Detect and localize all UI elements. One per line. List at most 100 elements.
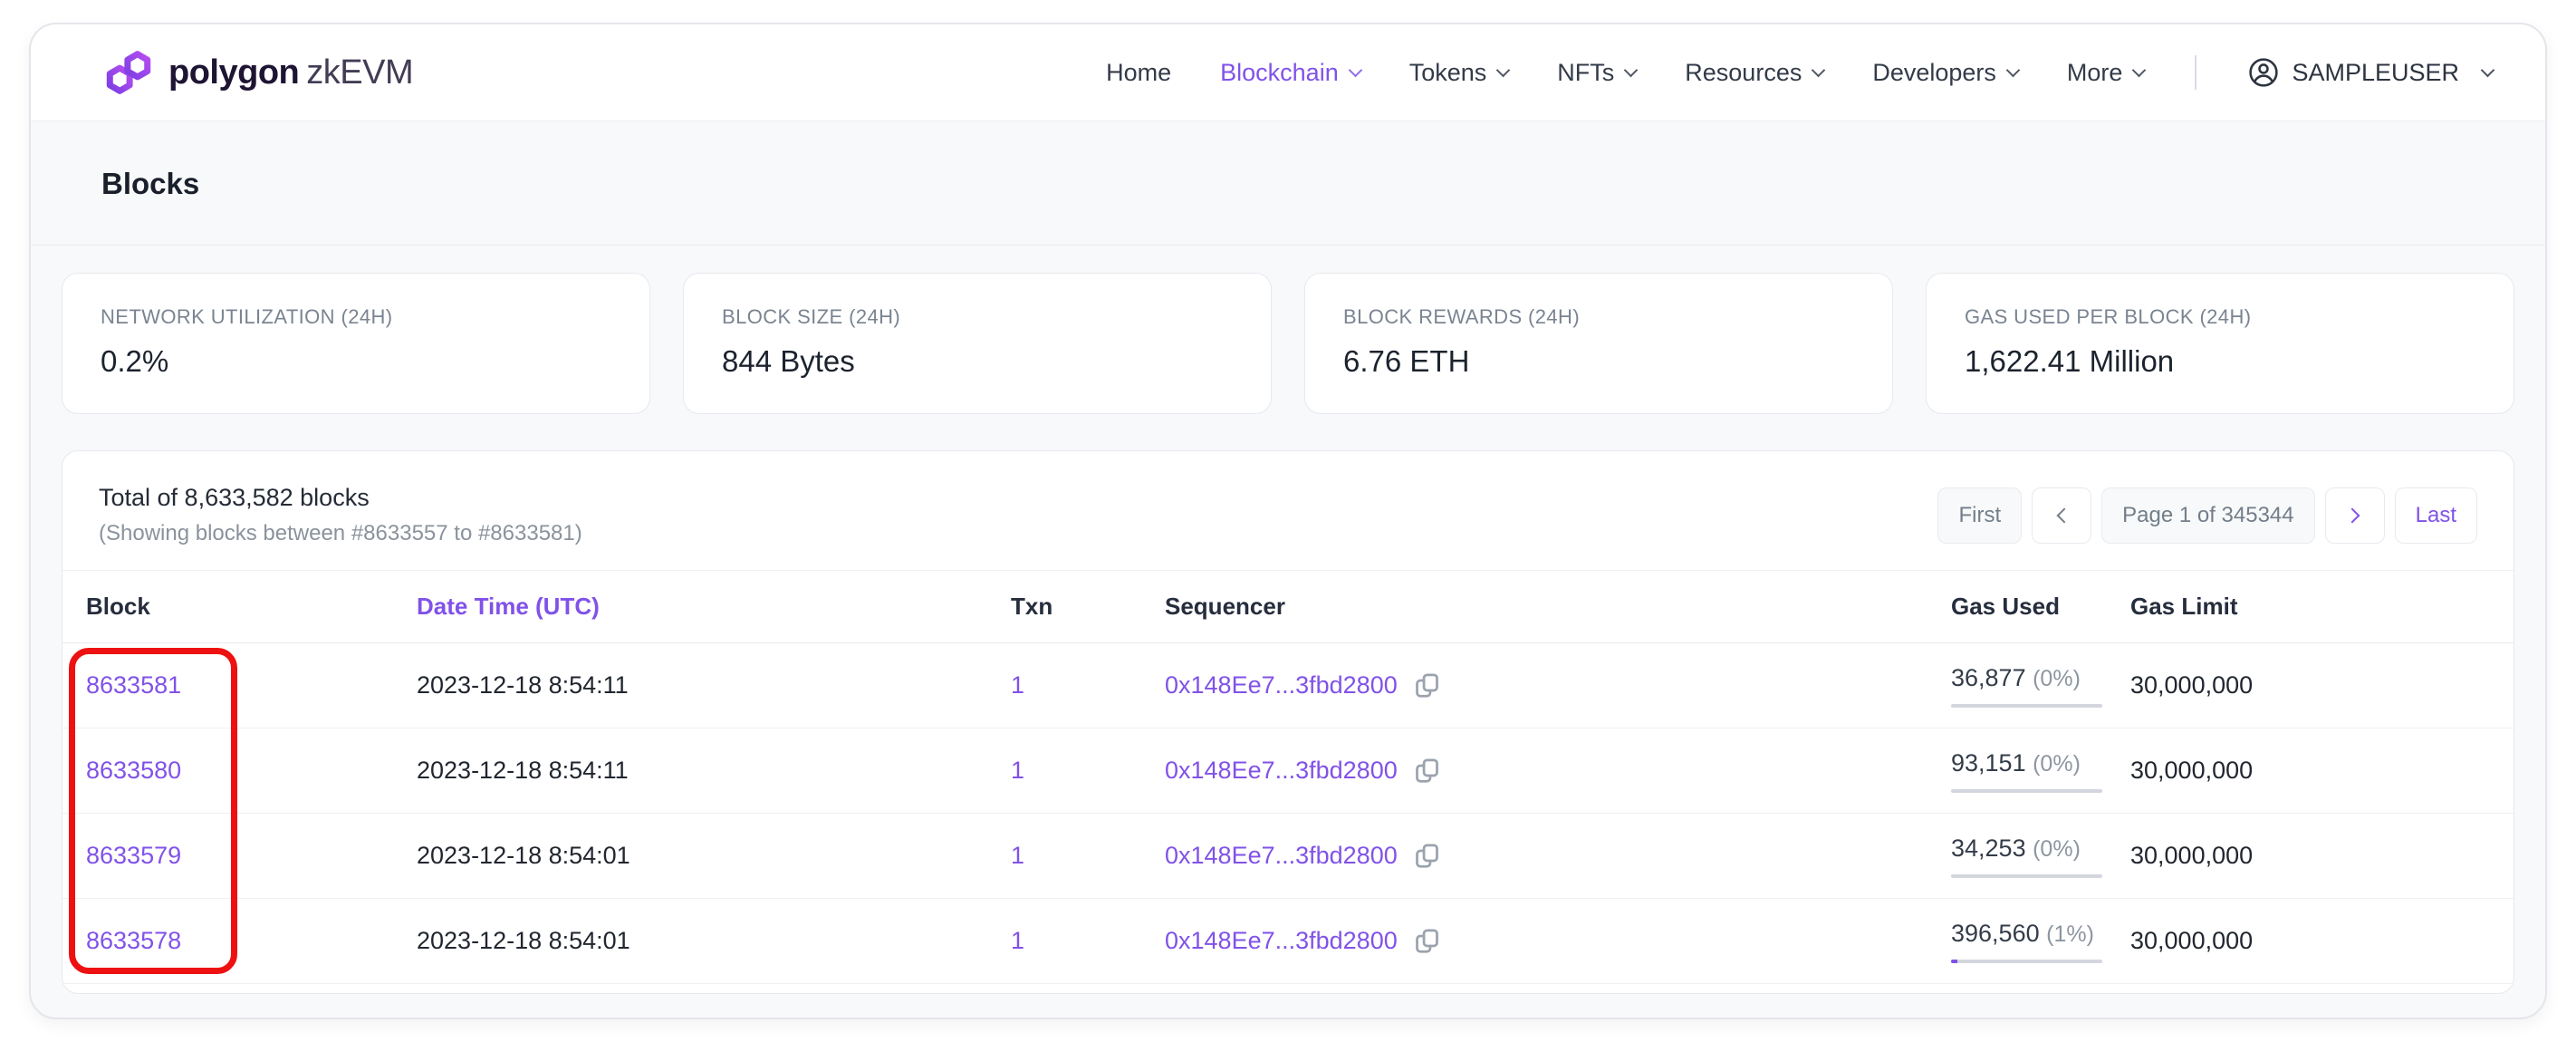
table-card-header: Total of 8,633,582 blocks (Showing block… — [62, 451, 2514, 570]
sequencer-link[interactable]: 0x148Ee7...3fbd2800 — [1165, 927, 1398, 955]
gas-used-cell: 36,877 (0%) — [1951, 643, 2130, 728]
col-header-datetime[interactable]: Date Time (UTC) — [417, 571, 1011, 643]
table-header-row: Block Date Time (UTC) Txn Sequencer Gas … — [62, 571, 2514, 643]
nav-item-home[interactable]: Home — [1106, 59, 1171, 87]
gas-used-cell: 396,560 (1%) — [1951, 899, 2130, 984]
gas-used-percent: (1%) — [2046, 921, 2094, 947]
page-header: Blocks — [31, 121, 2545, 246]
table-subtitle: (Showing blocks between #8633557 to #863… — [99, 521, 582, 546]
chevron-down-icon — [2481, 63, 2495, 77]
gas-used-value: 396,560 — [1951, 920, 2040, 947]
chevron-down-icon — [1496, 63, 1511, 77]
gas-used-value: 34,253 — [1951, 835, 2026, 862]
block-link[interactable]: 8633581 — [86, 671, 181, 699]
copy-icon[interactable] — [1412, 926, 1442, 956]
stat-card-0: NETWORK UTILIZATION (24H) 0.2% — [62, 273, 650, 414]
chevron-down-icon — [1812, 63, 1826, 77]
browser-content-card: polygonzkEVM Home Blockchain Tokens NFTs… — [29, 23, 2547, 1019]
nav-item-tokens[interactable]: Tokens — [1409, 59, 1509, 87]
block-link[interactable]: 8633580 — [86, 757, 181, 784]
gas-limit-cell: 30,000,000 — [2130, 728, 2514, 814]
page-indicator: Page 1 of 345344 — [2101, 487, 2315, 544]
nav-divider — [2195, 55, 2196, 90]
col-header-gas-limit: Gas Limit — [2130, 571, 2514, 643]
nav-item-nfts[interactable]: NFTs — [1557, 59, 1636, 87]
table-row: 8633579 2023-12-18 8:54:01 1 0x148Ee7...… — [62, 814, 2514, 899]
gas-used-bar — [1951, 704, 2102, 708]
gas-used-bar — [1951, 789, 2102, 793]
col-header-sequencer: Sequencer — [1165, 571, 1951, 643]
brand-name-zkevm: zkEVM — [306, 53, 413, 92]
stat-label: BLOCK REWARDS (24H) — [1343, 305, 1854, 329]
datetime-cell: 2023-12-18 8:54:01 — [417, 814, 1011, 899]
user-menu[interactable]: SAMPLEUSER — [2247, 56, 2493, 89]
chevron-down-icon — [2132, 63, 2147, 77]
col-header-gas-used: Gas Used — [1951, 571, 2130, 643]
col-header-block: Block — [62, 571, 417, 643]
page-title: Blocks — [101, 167, 2475, 201]
stat-label: NETWORK UTILIZATION (24H) — [101, 305, 611, 329]
gas-used-bar — [1951, 874, 2102, 878]
copy-icon[interactable] — [1412, 671, 1442, 700]
txn-link[interactable]: 1 — [1011, 671, 1024, 699]
stat-value: 844 Bytes — [722, 344, 1233, 379]
txn-link[interactable]: 1 — [1011, 927, 1024, 954]
table-title: Total of 8,633,582 blocks — [99, 484, 582, 512]
screenshot-stage: polygonzkEVM Home Blockchain Tokens NFTs… — [0, 0, 2576, 1042]
block-link[interactable]: 8633578 — [86, 927, 181, 954]
stat-label: BLOCK SIZE (24H) — [722, 305, 1233, 329]
stat-card-1: BLOCK SIZE (24H) 844 Bytes — [683, 273, 1272, 414]
user-name: SAMPLEUSER — [2292, 59, 2459, 87]
col-header-txn: Txn — [1011, 571, 1165, 643]
gas-used-cell: 34,253 (0%) — [1951, 814, 2130, 899]
copy-icon[interactable] — [1412, 756, 1442, 786]
stat-card-2: BLOCK REWARDS (24H) 6.76 ETH — [1304, 273, 1893, 414]
chevron-down-icon — [1348, 63, 1362, 77]
stat-value: 1,622.41 Million — [1965, 344, 2475, 379]
gas-limit-cell: 30,000,000 — [2130, 814, 2514, 899]
blocks-table-card: Total of 8,633,582 blocks (Showing block… — [62, 450, 2514, 994]
last-page-button[interactable]: Last — [2395, 487, 2477, 544]
top-navbar: polygonzkEVM Home Blockchain Tokens NFTs… — [31, 24, 2545, 121]
stat-label: GAS USED PER BLOCK (24H) — [1965, 305, 2475, 329]
brand-name-polygon: polygon — [168, 53, 299, 92]
gas-limit-cell: 30,000,000 — [2130, 899, 2514, 984]
blocks-table: Block Date Time (UTC) Txn Sequencer Gas … — [62, 570, 2514, 984]
copy-icon[interactable] — [1412, 841, 1442, 871]
datetime-cell: 2023-12-18 8:54:01 — [417, 899, 1011, 984]
stat-value: 0.2% — [101, 344, 611, 379]
block-link[interactable]: 8633579 — [86, 842, 181, 869]
gas-used-percent: (0%) — [2033, 836, 2081, 862]
polygon-logo-icon — [103, 47, 154, 98]
nav-item-resources[interactable]: Resources — [1685, 59, 1823, 87]
txn-link[interactable]: 1 — [1011, 757, 1024, 784]
first-page-button[interactable]: First — [1937, 487, 2022, 544]
gas-used-bar — [1951, 960, 2102, 963]
nav-item-blockchain[interactable]: Blockchain — [1220, 59, 1360, 87]
table-row: 8633581 2023-12-18 8:54:11 1 0x148Ee7...… — [62, 643, 2514, 728]
gas-used-percent: (0%) — [2033, 751, 2081, 777]
stats-row: NETWORK UTILIZATION (24H) 0.2% BLOCK SIZ… — [62, 273, 2514, 414]
pagination: First Page 1 of 345344 Last — [1937, 487, 2477, 544]
nav-item-developers[interactable]: Developers — [1872, 59, 2018, 87]
table-title-group: Total of 8,633,582 blocks (Showing block… — [99, 484, 582, 546]
polygon-logo[interactable]: polygonzkEVM — [103, 47, 413, 98]
sequencer-link[interactable]: 0x148Ee7...3fbd2800 — [1165, 671, 1398, 699]
prev-page-button[interactable] — [2032, 487, 2091, 544]
table-row: 8633580 2023-12-18 8:54:11 1 0x148Ee7...… — [62, 728, 2514, 814]
next-page-button[interactable] — [2325, 487, 2385, 544]
gas-used-value: 93,151 — [1951, 749, 2026, 777]
sequencer-link[interactable]: 0x148Ee7...3fbd2800 — [1165, 842, 1398, 870]
datetime-cell: 2023-12-18 8:54:11 — [417, 643, 1011, 728]
txn-link[interactable]: 1 — [1011, 842, 1024, 869]
nav-item-more[interactable]: More — [2067, 59, 2145, 87]
table-row: 8633578 2023-12-18 8:54:01 1 0x148Ee7...… — [62, 899, 2514, 984]
chevron-right-icon — [2345, 508, 2360, 524]
stat-card-3: GAS USED PER BLOCK (24H) 1,622.41 Millio… — [1926, 273, 2514, 414]
gas-used-value: 36,877 — [1951, 664, 2026, 691]
gas-limit-cell: 30,000,000 — [2130, 643, 2514, 728]
nav-menu: Home Blockchain Tokens NFTs Resources De… — [1106, 55, 2493, 90]
sequencer-link[interactable]: 0x148Ee7...3fbd2800 — [1165, 757, 1398, 785]
stat-value: 6.76 ETH — [1343, 344, 1854, 379]
user-circle-icon — [2247, 56, 2280, 89]
